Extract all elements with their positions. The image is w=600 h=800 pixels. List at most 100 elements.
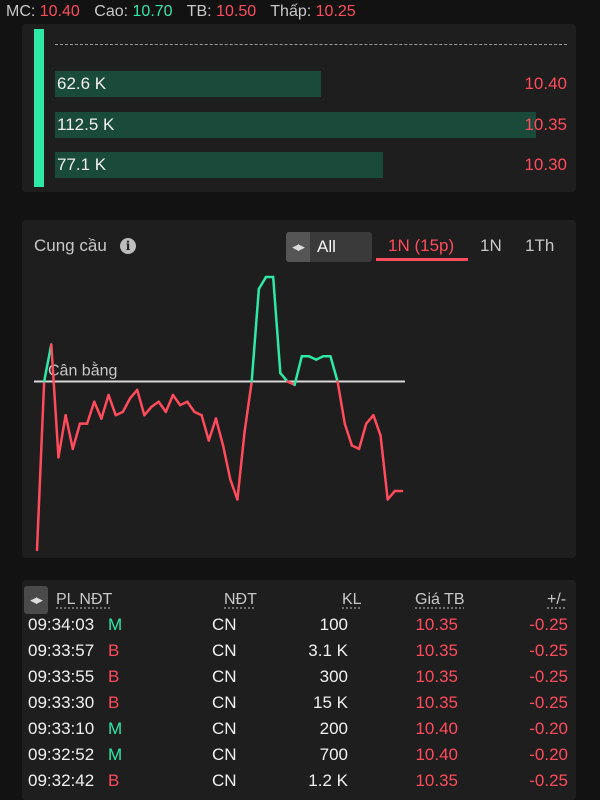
header-change[interactable]: +/- xyxy=(547,591,567,608)
series-line-segment xyxy=(236,430,246,501)
trade-volume: 300 xyxy=(319,667,348,686)
trade-investor-type: CN xyxy=(212,667,237,686)
depth-volume: 77.1 K xyxy=(57,155,107,174)
depth-volume: 62.6 K xyxy=(57,74,107,93)
series-line-segment xyxy=(121,397,132,414)
series-line-segment xyxy=(228,477,239,501)
series-line-segment xyxy=(171,393,182,407)
trade-table-header: ◀▶ PL NĐT NĐT KL Giá TB +/- xyxy=(22,584,576,614)
order-depth-card: 62.6 K 10.40 112.5 K 10.35 77.1 K 10.30 xyxy=(22,24,576,192)
table-row[interactable]: 09:33:57 B CN 3.1 K 10.35 -0.25 xyxy=(22,638,576,664)
series-line-segment xyxy=(164,393,175,414)
series-line-segment xyxy=(271,275,282,375)
trade-time: 09:33:30 xyxy=(28,693,95,712)
tab-1th[interactable]: 1Th xyxy=(525,236,555,255)
series-line-segment xyxy=(250,287,261,383)
trade-side: B xyxy=(108,693,120,712)
series-line-segment xyxy=(293,354,304,387)
trade-investor-type: CN xyxy=(212,719,237,738)
series-line-segment xyxy=(107,393,117,417)
cao-value: 10.70 xyxy=(132,3,173,20)
series-line-segment xyxy=(100,393,110,420)
series-line-segment xyxy=(128,388,139,400)
trade-side: M xyxy=(108,615,123,634)
depth-divider xyxy=(55,44,567,45)
segment-selector[interactable]: ◀▶ All xyxy=(286,232,372,262)
table-row[interactable]: 09:34:03 M CN 100 10.35 -0.25 xyxy=(22,612,576,638)
table-row[interactable]: 09:33:10 M CN 200 10.40 -0.20 xyxy=(22,716,576,742)
series-line-segment xyxy=(379,434,389,501)
trade-change: -0.25 xyxy=(529,693,568,712)
trade-price: 10.40 xyxy=(415,719,458,738)
table-row[interactable]: 09:33:55 B CN 300 10.35 -0.25 xyxy=(22,664,576,690)
trade-change: -0.25 xyxy=(529,667,568,686)
series-line-segment xyxy=(85,400,96,425)
table-row[interactable]: 09:32:42 B CN 1.2 K 10.35 -0.25 xyxy=(22,768,576,794)
info-icon[interactable]: i xyxy=(120,238,136,254)
depth-price: 10.35 xyxy=(524,115,567,134)
price-summary-bar: MC: 10.40 Cao: 10.70 TB: 10.50 Thấp: 10.… xyxy=(0,0,600,24)
table-row[interactable]: 09:32:52 M CN 700 10.40 -0.20 xyxy=(22,742,576,768)
series-line-segment xyxy=(93,400,103,420)
arrows-horizontal-icon[interactable]: ◀▶ xyxy=(286,232,310,262)
trade-list-card: ◀▶ PL NĐT NĐT KL Giá TB +/- 09:34:03 M CN 1… xyxy=(22,580,576,800)
depth-accent-bar xyxy=(34,29,44,187)
header-kl[interactable]: KL xyxy=(342,591,362,608)
chart-title: Cung cầu xyxy=(34,236,107,255)
mc-label: MC: xyxy=(6,3,36,20)
trade-side: M xyxy=(108,745,123,764)
trade-investor-type: CN xyxy=(212,693,237,712)
series-line-segment xyxy=(372,413,382,437)
series-line-segment xyxy=(243,380,253,434)
series-line-segment xyxy=(314,354,325,361)
tb-value: 10.50 xyxy=(216,3,257,20)
balance-label: Cân bằng xyxy=(48,361,117,380)
series-line-segment xyxy=(135,388,146,417)
series-line-segment xyxy=(42,343,53,383)
trade-side: B xyxy=(108,641,120,660)
trade-investor-type: CN xyxy=(212,615,237,634)
trade-time: 09:34:03 xyxy=(28,615,95,634)
depth-volume: 112.5 K xyxy=(57,115,115,134)
header-gia-tb[interactable]: Giá TB xyxy=(415,591,465,608)
series-line-segment xyxy=(221,444,232,481)
trade-investor-type: CN xyxy=(212,641,237,660)
series-line-segment xyxy=(343,422,354,447)
depth-row: 62.6 K 10.40 xyxy=(55,71,567,97)
cao-label: Cao: xyxy=(94,3,129,20)
arrows-horizontal-icon[interactable]: ◀▶ xyxy=(24,586,48,614)
series-line-segment xyxy=(193,410,203,417)
active-tab-underline xyxy=(376,258,468,261)
series-line-segment xyxy=(214,417,225,447)
trade-price: 10.35 xyxy=(415,771,458,790)
tab-1n-15p[interactable]: 1N (15p) xyxy=(388,236,455,255)
trade-price: 10.40 xyxy=(415,745,458,764)
tb-label: TB: xyxy=(186,3,212,20)
series-line-segment xyxy=(114,410,125,417)
header-ndt[interactable]: NĐT xyxy=(224,591,257,608)
depth-price: 10.40 xyxy=(524,74,567,93)
trade-price: 10.35 xyxy=(415,693,458,712)
series-line-segment xyxy=(329,354,339,383)
trade-change: -0.25 xyxy=(529,615,568,634)
tab-1n[interactable]: 1N xyxy=(480,236,502,255)
series-line-segment xyxy=(150,400,160,409)
trade-change: -0.20 xyxy=(529,745,568,764)
series-line-segment xyxy=(71,422,82,451)
series-line-segment xyxy=(257,275,268,291)
table-row[interactable]: 09:33:30 B CN 15 K 10.35 -0.25 xyxy=(22,690,576,716)
trade-investor-type: CN xyxy=(212,771,237,790)
trade-change: -0.20 xyxy=(529,719,568,738)
mc-value: 10.40 xyxy=(39,3,80,20)
series-line-segment xyxy=(207,417,218,442)
trade-volume: 3.1 K xyxy=(308,641,348,660)
trade-change: -0.25 xyxy=(529,641,568,660)
series-line-segment xyxy=(307,354,318,361)
trade-price: 10.35 xyxy=(415,667,458,686)
series-line-segment xyxy=(386,489,397,501)
trade-price: 10.35 xyxy=(415,615,458,634)
trade-change: -0.25 xyxy=(529,771,568,790)
depth-price: 10.30 xyxy=(524,155,567,174)
header-pl-ndt[interactable]: PL NĐT xyxy=(56,591,113,608)
series-line-segment xyxy=(357,422,368,451)
